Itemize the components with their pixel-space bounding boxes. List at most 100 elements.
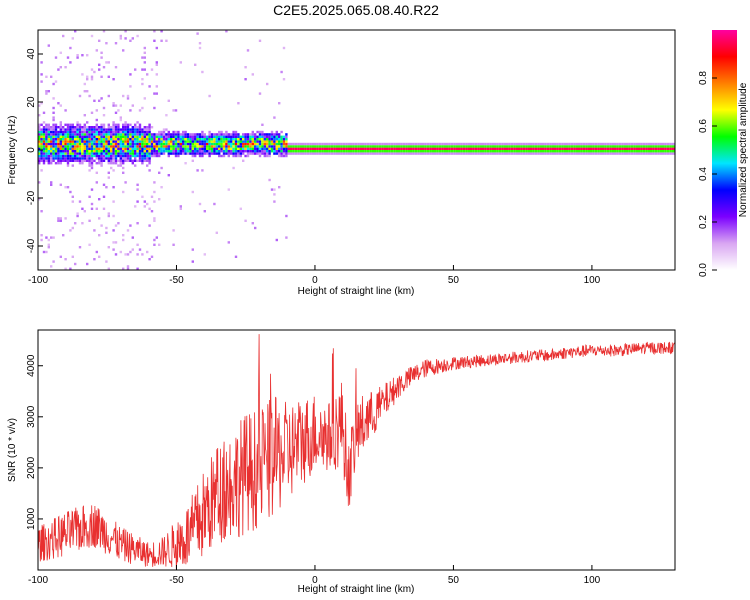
heatmap-cell [179, 147, 182, 150]
heatmap-cell [328, 145, 331, 148]
heatmap-cell [93, 99, 96, 102]
heatmap-cell [333, 145, 336, 148]
heatmap-cell [280, 147, 283, 150]
heatmap-cell [645, 152, 648, 155]
heatmap-cell [366, 145, 370, 148]
heatmap-cell [110, 126, 113, 129]
heatmap-cell [268, 135, 271, 138]
heatmap-cell [263, 150, 266, 153]
heatmap-cell [114, 126, 118, 129]
heatmap-cell [155, 46, 158, 50]
heatmap-cell [93, 150, 96, 153]
heatmap-cell [90, 68, 94, 71]
heatmap-cell [472, 145, 475, 148]
heatmap-cell [54, 128, 58, 131]
snr-series-line [38, 334, 675, 569]
heatmap-cell [158, 130, 161, 134]
heatmap-cell [114, 150, 118, 153]
heatmap-cell [244, 142, 247, 146]
heatmap-cell [90, 147, 94, 150]
heatmap-cell [184, 130, 187, 134]
heatmap-cell [386, 147, 389, 150]
heatmap-cell [162, 133, 166, 136]
heatmap-cell [66, 56, 70, 59]
heatmap-cell [119, 135, 122, 138]
heatmap-cell [294, 145, 298, 148]
heatmap-cell [110, 128, 113, 131]
heatmap-cell [59, 121, 62, 124]
heatmap-cell [59, 152, 62, 155]
heatmap-cell [477, 152, 480, 155]
heatmap-cell [263, 140, 266, 143]
heatmap-cell [218, 142, 221, 146]
heatmap-cell [122, 147, 125, 150]
heatmap-cell [40, 133, 43, 136]
heatmap-cell [302, 142, 305, 146]
heatmap-cell [38, 135, 41, 138]
heatmap-cell [448, 147, 451, 150]
heatmap-cell [57, 157, 60, 160]
heatmap-cell [196, 138, 199, 141]
heatmap-cell [69, 142, 72, 146]
heatmap-cell [172, 147, 175, 150]
heatmap-cell [64, 142, 67, 146]
heatmap-cell [525, 150, 528, 153]
heatmap-cell [112, 102, 115, 105]
heatmap-cell [515, 147, 518, 150]
heatmap-cell [102, 128, 106, 131]
heatmap-cell [126, 152, 130, 155]
heatmap-cell [330, 145, 334, 148]
heatmap-cell [251, 150, 254, 153]
heatmap-cell [146, 154, 149, 158]
heatmap-cell [479, 152, 482, 155]
heatmap-cell [98, 157, 101, 160]
heatmap-cell [95, 171, 98, 174]
heatmap-cell [258, 150, 262, 153]
heatmap-cell [369, 147, 372, 150]
heatmap-cell [88, 130, 91, 134]
heatmap-cell [220, 130, 223, 134]
heatmap-cell [635, 142, 638, 146]
heatmap-cell [364, 152, 367, 155]
heatmap-cell [237, 140, 240, 143]
heatmap-cell [602, 147, 605, 150]
heatmap-cell [621, 150, 624, 153]
heatmap-cell [213, 138, 216, 141]
heatmap-cell [136, 267, 139, 270]
heatmap-cell [206, 150, 209, 153]
heatmap-cell [126, 128, 130, 131]
heatmap-cell [66, 186, 70, 189]
heatmap-cell [102, 147, 106, 150]
heatmap-cell [208, 154, 211, 158]
heatmap-cell [530, 142, 533, 146]
heatmap-cell [431, 147, 434, 150]
heatmap-cell [38, 152, 41, 155]
heatmap-cell [98, 217, 101, 220]
heatmap-cell [136, 150, 139, 153]
heatmap-cell [78, 157, 82, 160]
heatmap-cell [42, 138, 46, 141]
heatmap-cell [609, 145, 612, 148]
heatmap-cell [321, 152, 324, 155]
heatmap-cell [47, 162, 50, 165]
heatmap-cell [266, 147, 269, 150]
heatmap-cell [167, 152, 170, 155]
heatmap-cell [62, 34, 65, 38]
heatmap-cell [160, 145, 163, 148]
heatmap-cell [249, 133, 252, 136]
heatmap-cell [256, 145, 259, 148]
heatmap-cell [443, 152, 446, 155]
heatmap-cell [69, 154, 72, 158]
heatmap-cell [112, 200, 115, 203]
heatmap-cell [136, 126, 139, 129]
heatmap-cell [131, 126, 134, 129]
heatmap-cell [81, 133, 84, 136]
heatmap-cell [292, 147, 295, 150]
heatmap-cell [414, 142, 418, 146]
heatmap-cell [578, 145, 581, 148]
heatmap-cell [47, 138, 50, 141]
heatmap-cell [258, 138, 262, 141]
heatmap-cell [246, 140, 250, 143]
heatmap-cell [390, 147, 394, 150]
heatmap-cell [134, 133, 137, 136]
